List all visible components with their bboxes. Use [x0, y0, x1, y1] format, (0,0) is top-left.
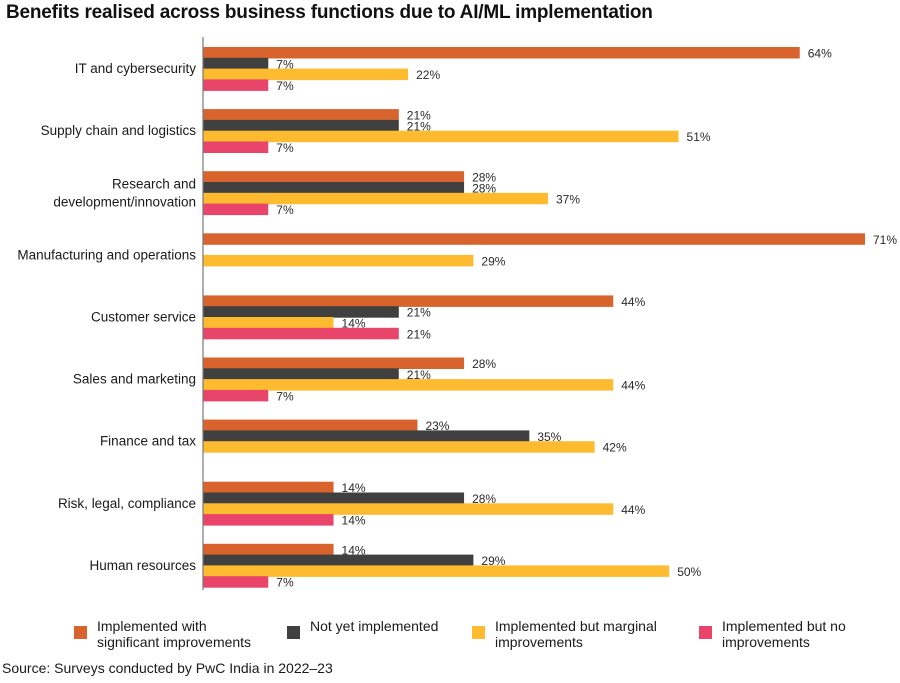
bar-marginal — [203, 503, 614, 515]
source-note: Source: Surveys conducted by PwC India i… — [2, 660, 333, 676]
legend: Implemented with significant improvement… — [0, 618, 900, 658]
value-label: 14% — [342, 481, 366, 495]
bar-no-improvement — [203, 389, 269, 402]
category-label: Human resources — [89, 558, 196, 573]
legend-label: Implemented with significant improvement… — [97, 618, 252, 650]
value-label: 7% — [276, 576, 294, 590]
bar-marginal — [203, 565, 670, 577]
value-label: 35% — [537, 430, 561, 444]
value-label: 21% — [407, 327, 431, 341]
category-label: Research and development/innovation — [53, 176, 196, 209]
value-label: 7% — [276, 79, 294, 93]
value-label: 28% — [472, 182, 496, 196]
legend-label: Not yet implemented — [310, 618, 439, 634]
category-label: Supply chain and logistics — [41, 123, 197, 138]
value-label: 28% — [472, 492, 496, 506]
bar-significant — [203, 357, 465, 369]
bar-marginal — [203, 130, 679, 143]
legend-swatch-marginal — [472, 626, 485, 639]
value-label: 71% — [873, 233, 897, 247]
value-label: 7% — [276, 57, 294, 71]
category-label: Sales and marketing — [73, 372, 196, 387]
bar-marginal — [203, 379, 614, 391]
value-label: 51% — [687, 130, 711, 144]
bar-not-yet — [203, 492, 465, 504]
value-label: 50% — [677, 565, 701, 579]
bar-not-yet — [203, 554, 474, 567]
legend-swatch-significant — [74, 626, 87, 639]
bar-marginal — [203, 68, 409, 81]
value-label: 14% — [342, 514, 366, 528]
value-label: 21% — [407, 368, 431, 382]
value-label: 21% — [407, 119, 431, 133]
legend-swatch-not-yet — [287, 626, 300, 639]
value-label: 22% — [416, 68, 440, 82]
bar-no-improvement — [203, 576, 269, 588]
bar-significant — [203, 47, 800, 59]
value-label: 7% — [276, 389, 294, 403]
bar-not-yet — [203, 306, 399, 318]
bar-no-improvement — [203, 203, 269, 216]
bar-no-improvement — [203, 514, 334, 526]
bar-marginal — [203, 441, 595, 453]
bar-significant — [203, 295, 614, 307]
category-label: Manufacturing and operations — [17, 247, 196, 262]
bar-significant — [203, 481, 334, 494]
value-label: 21% — [407, 109, 431, 123]
legend-swatch-no-improvement — [699, 626, 712, 639]
value-label: 14% — [342, 317, 366, 331]
bar-significant — [203, 419, 418, 432]
value-label: 14% — [342, 543, 366, 557]
bar-significant — [203, 543, 334, 556]
bar-not-yet — [203, 182, 465, 194]
bar-marginal — [203, 317, 334, 329]
value-label: 28% — [472, 171, 496, 185]
value-label: 29% — [481, 254, 505, 268]
value-label: 44% — [621, 379, 645, 393]
legend-item: Implemented but marginal improvements — [472, 618, 657, 650]
value-label: 7% — [276, 203, 294, 217]
bar-no-improvement — [203, 327, 399, 340]
bar-not-yet — [203, 430, 530, 442]
bar-significant — [203, 171, 465, 183]
bar-not-yet — [203, 119, 399, 132]
chart-title: Benefits realised across business functi… — [6, 2, 653, 23]
bar-not-yet — [203, 57, 269, 70]
legend-item: Implemented but no improvements — [699, 618, 846, 650]
bar-no-improvement — [203, 141, 269, 153]
value-label: 28% — [472, 357, 496, 371]
category-label: Finance and tax — [100, 434, 196, 449]
bar-significant — [203, 233, 865, 245]
value-label: 64% — [808, 47, 832, 61]
bar-marginal — [203, 192, 548, 205]
value-label: 29% — [481, 554, 505, 568]
bars-layer — [203, 47, 865, 588]
legend-label: Implemented but no improvements — [722, 618, 846, 650]
bar-no-improvement — [203, 79, 269, 91]
legend-label: Implemented but marginal improvements — [495, 618, 657, 650]
value-label: 44% — [621, 503, 645, 517]
value-label: 42% — [603, 441, 627, 455]
bar-not-yet — [203, 368, 399, 380]
value-label: 23% — [425, 419, 449, 433]
category-label: IT and cybersecurity — [75, 61, 197, 76]
value-label: 7% — [276, 141, 294, 155]
value-label: 37% — [556, 192, 580, 206]
value-label: 44% — [621, 295, 645, 309]
bar-marginal — [203, 254, 474, 267]
labels-layer: IT and cybersecurity 64% 7% 22% 7% Supply cha… — [17, 47, 897, 590]
value-label: 21% — [407, 306, 431, 320]
category-label: Customer service — [91, 310, 196, 325]
bar-chart: IT and cybersecurity 64% 7% 22% 7% Supply cha… — [17, 37, 897, 590]
category-label: Risk, legal, compliance — [58, 496, 196, 511]
bar-significant — [203, 109, 399, 121]
legend-item: Not yet implemented — [287, 618, 438, 639]
legend-item: Implemented with significant improvement… — [74, 618, 251, 650]
